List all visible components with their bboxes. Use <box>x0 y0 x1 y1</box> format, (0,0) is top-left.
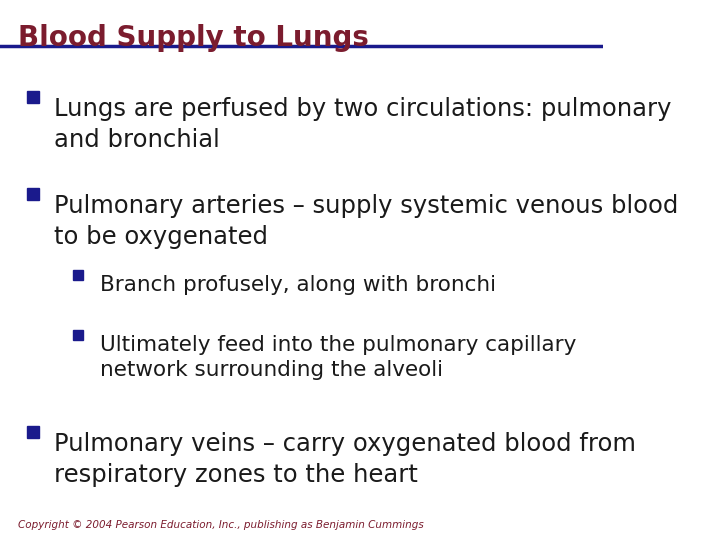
Text: Lungs are perfused by two circulations: pulmonary
and bronchial: Lungs are perfused by two circulations: … <box>54 97 672 152</box>
Text: Branch profusely, along with bronchi: Branch profusely, along with bronchi <box>99 275 495 295</box>
Text: Pulmonary arteries – supply systemic venous blood
to be oxygenated: Pulmonary arteries – supply systemic ven… <box>54 194 679 249</box>
Text: Copyright © 2004 Pearson Education, Inc., publishing as Benjamin Cummings: Copyright © 2004 Pearson Education, Inc.… <box>18 520 424 530</box>
Text: Blood Supply to Lungs: Blood Supply to Lungs <box>18 24 369 52</box>
Text: Pulmonary veins – carry oxygenated blood from
respiratory zones to the heart: Pulmonary veins – carry oxygenated blood… <box>54 432 636 487</box>
Text: Ultimately feed into the pulmonary capillary
network surrounding the alveoli: Ultimately feed into the pulmonary capil… <box>99 335 576 380</box>
